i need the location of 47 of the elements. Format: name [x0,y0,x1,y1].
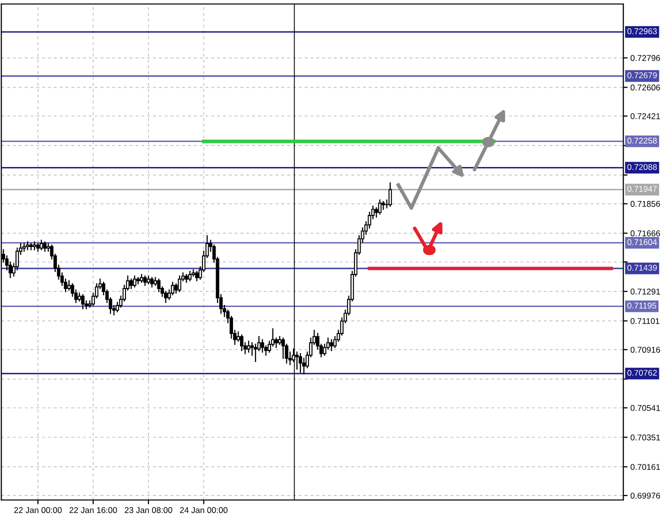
ref-line-label: 0.72679 [627,72,657,78]
y-tick-label: 0.71101 [630,318,660,324]
y-tick-label: 0.69976 [630,492,660,499]
x-tick-label: 22 Jan 16:00 [70,507,117,514]
ref-line-label: 0.72088 [627,164,657,170]
ref-line-label: 0.71195 [627,302,656,309]
ref-line-label: 0.70762 [627,370,657,376]
candlestick [260,339,264,353]
candlestick [195,270,198,282]
candlestick [81,294,85,310]
candlestick [382,201,385,210]
ref-line-label: 0.72963 [627,28,657,34]
candlestick [295,352,299,370]
candlestick [330,339,334,352]
x-tick-label: 23 Jan 08:00 [124,507,172,514]
candlestick [143,276,147,286]
x-tick-label: 24 Jan 00:00 [180,507,228,514]
candlestick [188,270,192,282]
y-tick-label: 0.72421 [630,113,660,120]
y-tick-label: 0.71856 [630,200,660,207]
y-tick-label: 0.70541 [630,405,660,411]
candlestick [274,338,278,348]
ref-line-label: 0.71947 [627,186,657,192]
candlestick [67,280,71,291]
y-tick-label: 0.71666 [630,230,660,236]
candlestick [240,334,244,352]
y-tick-label: 0.70351 [630,434,660,440]
candlestick [150,277,154,288]
candlestick [254,344,258,362]
ref-line-label: 0.71439 [627,264,657,271]
candlestick [388,182,392,207]
candlestick [132,276,136,288]
candlestick [378,199,382,215]
x-tick-label: 22 Jan 00:00 [14,507,62,514]
ref-line-label: 0.72258 [627,138,657,144]
y-tick-label: 0.71291 [630,288,660,295]
candlestick [298,353,302,373]
candlestick [129,278,133,290]
y-tick-label: 0.72796 [630,55,660,61]
candlestick [43,241,47,252]
ref-line-label: 0.71604 [627,239,657,246]
candlestick [178,276,182,292]
candlestick [40,240,44,250]
y-tick-label: 0.72606 [630,84,660,90]
y-tick-label: 0.70916 [630,346,660,353]
y-tick-label: 0.70161 [630,464,660,470]
candlestick [246,340,250,353]
